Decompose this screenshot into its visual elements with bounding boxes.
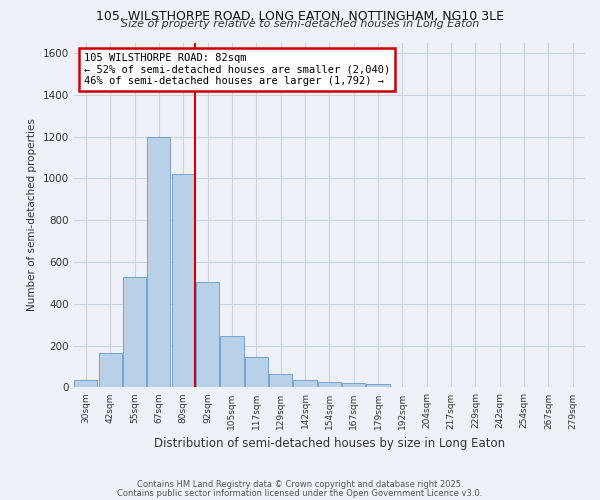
Bar [172,174,195,388]
Bar [269,374,292,388]
Bar [318,382,341,388]
Bar [196,282,219,388]
Bar [245,357,268,388]
Bar [220,336,244,388]
Bar [293,380,317,388]
Y-axis label: Number of semi-detached properties: Number of semi-detached properties [27,118,37,312]
Text: 105 WILSTHORPE ROAD: 82sqm
← 52% of semi-detached houses are smaller (2,040)
46%: 105 WILSTHORPE ROAD: 82sqm ← 52% of semi… [84,53,390,86]
Bar [148,136,170,388]
Bar [367,384,389,388]
Bar [74,380,97,388]
Bar [342,383,365,388]
Bar [98,353,122,388]
Text: Contains HM Land Registry data © Crown copyright and database right 2025.: Contains HM Land Registry data © Crown c… [137,480,463,489]
Bar [123,276,146,388]
Text: 105, WILSTHORPE ROAD, LONG EATON, NOTTINGHAM, NG10 3LE: 105, WILSTHORPE ROAD, LONG EATON, NOTTIN… [96,10,504,23]
X-axis label: Distribution of semi-detached houses by size in Long Eaton: Distribution of semi-detached houses by … [154,437,505,450]
Text: Contains public sector information licensed under the Open Government Licence v3: Contains public sector information licen… [118,488,482,498]
Text: Size of property relative to semi-detached houses in Long Eaton: Size of property relative to semi-detach… [121,19,479,29]
